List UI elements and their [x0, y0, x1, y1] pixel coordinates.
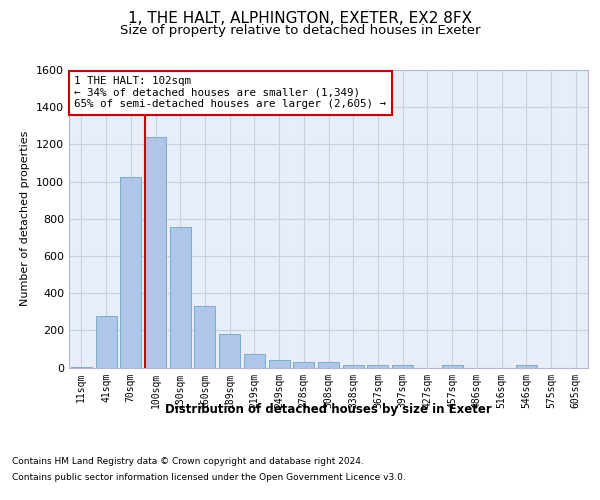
Bar [293, 362, 314, 368]
Bar [145, 137, 166, 368]
Bar [219, 334, 240, 368]
Text: Distribution of detached houses by size in Exeter: Distribution of detached houses by size … [166, 402, 492, 415]
Bar [194, 306, 215, 368]
Text: 1 THE HALT: 102sqm
← 34% of detached houses are smaller (1,349)
65% of semi-deta: 1 THE HALT: 102sqm ← 34% of detached hou… [74, 76, 386, 109]
Text: Contains HM Land Registry data © Crown copyright and database right 2024.: Contains HM Land Registry data © Crown c… [12, 458, 364, 466]
Y-axis label: Number of detached properties: Number of detached properties [20, 131, 31, 306]
Bar [392, 366, 413, 368]
Bar [367, 366, 388, 368]
Bar [516, 366, 537, 368]
Bar [244, 354, 265, 368]
Bar [442, 366, 463, 368]
Bar [170, 227, 191, 368]
Bar [269, 360, 290, 368]
Bar [343, 364, 364, 368]
Text: Contains public sector information licensed under the Open Government Licence v3: Contains public sector information licen… [12, 472, 406, 482]
Text: 1, THE HALT, ALPHINGTON, EXETER, EX2 8FX: 1, THE HALT, ALPHINGTON, EXETER, EX2 8FX [128, 11, 472, 26]
Bar [318, 362, 339, 368]
Text: Size of property relative to detached houses in Exeter: Size of property relative to detached ho… [120, 24, 480, 37]
Bar [95, 316, 116, 368]
Bar [71, 366, 92, 368]
Bar [120, 177, 141, 368]
